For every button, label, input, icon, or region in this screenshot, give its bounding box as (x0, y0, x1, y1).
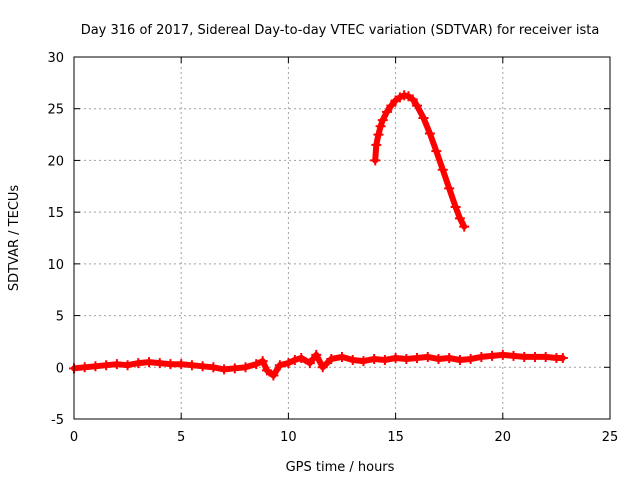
data-point (375, 121, 386, 132)
data-point (557, 352, 568, 363)
plot-frame (73, 56, 611, 420)
data-point (371, 139, 382, 150)
x-tick-label: 0 (70, 430, 78, 445)
data-point (540, 351, 551, 362)
data-point (487, 350, 498, 361)
data-point (176, 359, 187, 370)
data-point (317, 362, 328, 373)
y-tick-label: 15 (47, 206, 64, 221)
data-series (69, 90, 568, 381)
data-point (454, 213, 465, 224)
data-point (407, 94, 418, 105)
axis-ticks: 0 5 10 15 20 25 -5 0 5 10 15 20 25 30 (47, 51, 618, 445)
data-point (144, 357, 155, 368)
y-tick-label: -5 (51, 413, 64, 428)
data-point (476, 351, 487, 362)
data-point (529, 351, 540, 362)
data-point (497, 349, 508, 360)
y-tick-label: 5 (56, 310, 64, 325)
x-tick-label: 25 (602, 430, 619, 445)
x-tick-label: 10 (280, 430, 297, 445)
data-point (412, 352, 423, 363)
data-point (450, 201, 461, 212)
data-point (111, 359, 122, 370)
data-point (326, 354, 337, 365)
series-band (71, 351, 566, 379)
y-tick-label: 10 (47, 258, 64, 273)
data-point (296, 352, 307, 363)
y-tick-label: 30 (47, 51, 64, 66)
data-point (304, 358, 315, 369)
data-point (369, 354, 380, 365)
data-point (101, 360, 112, 371)
data-point (358, 356, 369, 367)
y-tick-label: 20 (47, 154, 64, 169)
data-point (165, 359, 176, 370)
data-point (465, 354, 476, 365)
data-point (382, 106, 393, 117)
data-point (257, 356, 268, 367)
data-point (274, 360, 285, 371)
y-axis-label: SDTVAR / TECUs (7, 185, 22, 292)
data-point (377, 115, 388, 126)
y-tick-label: 0 (56, 361, 64, 376)
data-point (444, 183, 455, 194)
data-point (386, 100, 397, 111)
data-point (337, 351, 347, 362)
data-point (401, 354, 412, 365)
data-point (197, 361, 208, 372)
x-tick-label: 20 (495, 430, 512, 445)
data-point (418, 113, 429, 124)
data-point (431, 146, 442, 157)
data-point (311, 349, 322, 360)
data-point (444, 352, 455, 363)
data-point (219, 364, 230, 375)
data-point (261, 365, 272, 376)
data-point (412, 100, 423, 111)
chart-title: Day 316 of 2017, Sidereal Day-to-day VTE… (81, 23, 600, 38)
x-tick-label: 15 (387, 430, 404, 445)
x-tick-label: 5 (177, 430, 185, 445)
data-point (424, 128, 435, 139)
data-point (208, 362, 219, 373)
data-point (283, 358, 294, 369)
data-point (519, 351, 530, 362)
data-point (433, 354, 444, 365)
y-tick-label: 25 (47, 103, 64, 118)
data-point (347, 355, 358, 366)
x-axis-label: GPS time / hours (286, 460, 395, 475)
data-point (154, 358, 165, 369)
series-0 (69, 349, 568, 381)
data-point (373, 129, 384, 140)
data-point (289, 355, 300, 366)
data-point (370, 155, 381, 166)
data-point (122, 360, 133, 371)
data-point (459, 221, 470, 232)
data-point (268, 370, 279, 381)
data-point (229, 363, 240, 374)
data-point (422, 351, 433, 362)
data-point (390, 352, 401, 363)
data-point (79, 362, 90, 373)
data-point (508, 350, 519, 361)
grid-lines (74, 57, 610, 419)
data-point (251, 359, 262, 370)
data-point (437, 164, 448, 175)
data-point (186, 360, 197, 371)
data-point (90, 361, 101, 372)
series-1 (370, 90, 470, 232)
data-point (379, 355, 390, 366)
data-point (240, 362, 251, 373)
data-point (133, 358, 144, 369)
data-point (454, 355, 465, 366)
